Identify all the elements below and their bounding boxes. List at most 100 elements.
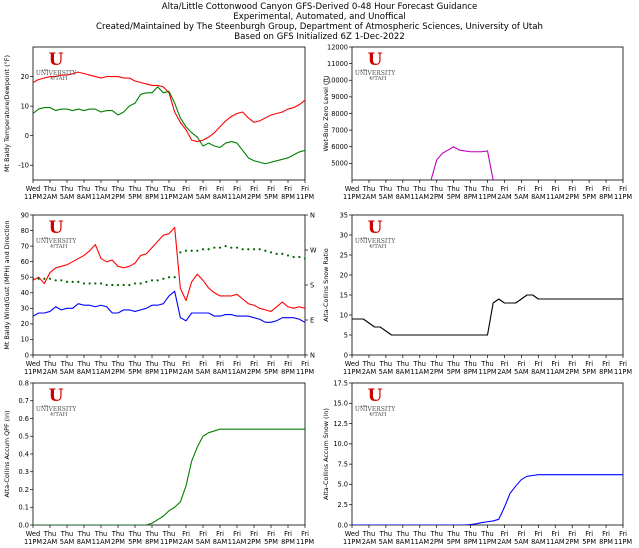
x-tick-time: 11PM [160,368,178,376]
x-tick-time: 8PM [464,368,478,376]
x-tick-time: 2AM [179,538,194,546]
series-group [430,146,494,180]
x-tick-day: Thu [480,185,493,193]
x-tick-day: Fri [551,530,559,538]
x-tick-time: 11AM [92,368,111,376]
logo-of: OF [369,244,373,248]
x-tick-time: 11AM [410,193,429,201]
direction-point [94,282,97,285]
x-tick-day: Thu [43,360,56,368]
x-tick-time: 2PM [430,193,444,201]
x-tick-time: 11PM [478,368,496,376]
logo-university: UNIVERSITY [36,70,77,77]
direction-point [264,249,267,252]
y-tick-label: 6000 [331,143,348,151]
x-tick-day: Fri [501,360,509,368]
x-tick-day: Wed [26,185,40,193]
x-tick-time: 8AM [396,368,411,376]
series-group [352,474,623,525]
plot-frame [32,214,306,356]
x-tick-time: 8PM [145,193,159,201]
chart-slr: 05101520253035Wed11PMThu2AMThu5AMThu8AMT… [322,211,632,376]
y-tick-label: 12000 [327,43,348,51]
x-tick-time: 2AM [362,368,377,376]
direction-tick-label: N [310,211,315,219]
direction-point [150,279,154,282]
x-tick-time: 11PM [24,538,42,546]
direction-point [105,283,108,287]
chart-qpf: 0.00.10.20.30.40.50.60.70.8Wed11PMThu2AM… [3,379,314,546]
x-tick-day: Fri [534,530,542,538]
page-subtitle: Experimental, Automated, and Unoffical [233,12,406,22]
x-tick-day: Fri [534,185,542,193]
x-tick-day: Thu [379,360,392,368]
x-tick-day: Thu [429,530,442,538]
logo-the: THE [42,236,48,240]
x-tick-day: Thu [162,530,175,538]
x-tick-day: Fri [216,185,224,193]
x-tick-time: 8AM [396,538,411,546]
x-tick-day: Fri [301,185,309,193]
direction-point [99,282,103,285]
x-tick-time: 8AM [531,538,546,546]
direction-point [173,276,176,279]
logo-utah: UTAH [51,76,68,82]
x-tick-day: Fri [501,530,509,538]
x-tick-day: Fri [199,360,207,368]
x-tick-time: 8PM [464,538,478,546]
x-tick-time: 5PM [264,368,278,376]
x-tick-day: Fri [233,185,241,193]
x-tick-time: 8AM [77,193,92,201]
x-tick-time: 8PM [281,538,295,546]
y-tick-label: 12.5 [333,420,348,428]
x-tick-day: Fri [602,185,610,193]
x-tick-day: Fri [551,185,559,193]
x-tick-day: Thu [362,530,375,538]
x-tick-time: 2PM [430,368,444,376]
y-tick-label: 10 [340,311,348,319]
x-tick-day: Fri [585,530,593,538]
x-tick-time: 11AM [92,538,111,546]
x-tick-day: Thu [379,185,392,193]
x-tick-time: 8PM [145,368,159,376]
x-tick-time: 2PM [565,193,579,201]
x-tick-day: Thu [446,360,459,368]
direction-point [77,280,80,283]
x-tick-day: Fri [182,360,190,368]
x-tick-time: 11PM [160,193,178,201]
y-tick-label: 5000 [331,160,348,168]
x-tick-day: Thu [128,360,141,368]
x-tick-time: 5AM [514,193,529,201]
logo-utah: UTAH [370,412,387,418]
direction-point [241,248,244,251]
x-tick-time: 11PM [24,193,42,201]
direction-point [218,246,222,249]
x-tick-day: Wed [345,530,359,538]
x-tick-time: 11PM [160,538,178,546]
y-tick-label: 0.4 [19,450,30,458]
y-tick-label: -10 [18,162,29,170]
x-tick-time: 5PM [264,193,278,201]
series-group [33,71,305,165]
series-group [33,428,305,525]
x-tick-time: 11AM [92,193,111,201]
series-group [352,294,623,336]
y-tick-label: 0.7 [19,397,30,405]
x-tick-day: Fri [284,360,292,368]
direction-point [298,255,301,259]
x-tick-time: 2PM [430,538,444,546]
direction-point [190,249,193,252]
x-tick-time: 11AM [410,538,429,546]
y-axis-label: Mt Baldy Temperature/Dewpoint (°F) [3,55,11,172]
x-tick-day: Fri [284,185,292,193]
x-tick-day: Thu [60,185,73,193]
y-tick-label: 90 [21,211,29,219]
y-tick-label: 25 [340,251,348,259]
x-tick-time: 2PM [111,538,125,546]
x-tick-time: 5AM [379,538,394,546]
x-tick-time: 8AM [77,538,92,546]
direction-point [33,277,35,280]
x-tick-day: Thu [94,360,107,368]
x-tick-day: Thu [94,530,107,538]
x-tick-day: Fri [250,185,258,193]
